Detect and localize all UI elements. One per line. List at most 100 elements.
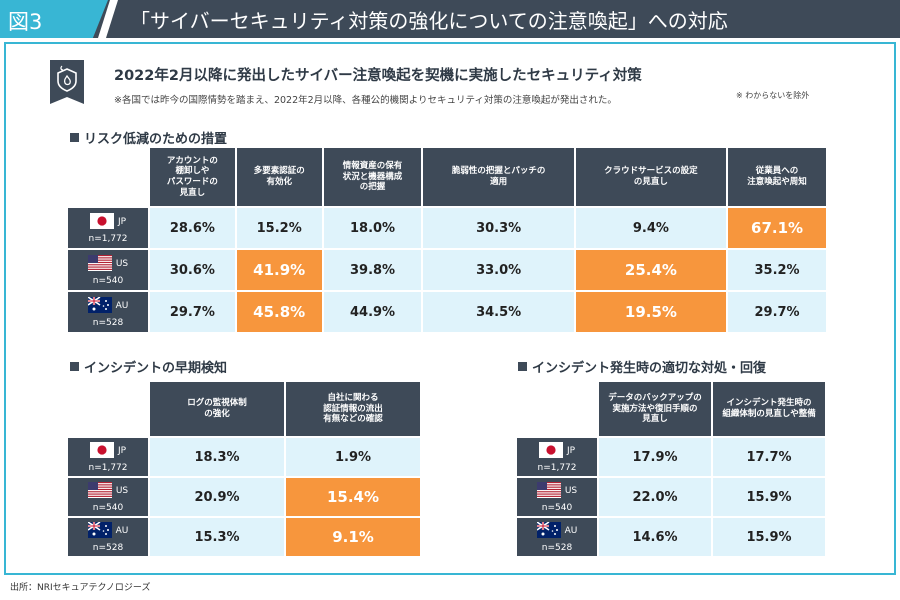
highlighted-value-cell: 15.4% [286, 478, 420, 516]
table-row: AU n=528 29.7% 45.8% 44.9% 34.5% 19.5% 29.7% [68, 292, 826, 332]
country-header: JP n=1,772 [68, 208, 148, 248]
country-code: US [564, 486, 578, 496]
value-cell: 17.7% [713, 438, 825, 476]
value-cell: 20.9% [150, 478, 284, 516]
context-note: ※各国では昨今の国際情勢を踏まえ、2022年2月以降、各種公的機関よりセキュリテ… [114, 95, 617, 106]
value-cell: 33.0% [423, 250, 574, 290]
incident-response-table: データのバックアップの 実施方法や復旧手順の 見直し インシデント発生時の 組織体制の見… [515, 380, 827, 558]
australia-flag-icon [87, 295, 112, 316]
table-row: US n=540 22.0% 15.9% [517, 478, 825, 516]
value-cell: 30.6% [150, 250, 235, 290]
country-code: AU [115, 526, 129, 536]
figure-label: 図3 [8, 10, 43, 34]
highlighted-value-cell: 45.8% [236, 292, 322, 332]
value-cell: 18.3% [150, 438, 284, 476]
country-header: US n=540 [68, 478, 148, 516]
highlighted-value-cell: 25.4% [575, 250, 727, 290]
shield-icon [50, 60, 84, 104]
section-title-risk-text: リスク低減のための措置 [84, 132, 228, 147]
country-header: AU n=528 [68, 292, 148, 332]
table-row: US n=540 30.6% 41.9% 39.8% 33.0% 25.4% 35.2% [68, 250, 826, 290]
column-header: アカウントの 棚卸しや パスワードの 見直し [150, 148, 235, 206]
japan-flag-icon [538, 441, 563, 461]
column-header: 脆弱性の把握とパッチの 適用 [423, 148, 574, 206]
sample-size: n=528 [92, 317, 124, 328]
table-row: AU n=528 14.6% 15.9% [517, 518, 825, 556]
us-flag-icon [87, 254, 112, 274]
table-corner [68, 382, 148, 436]
value-cell: 9.4% [575, 208, 727, 248]
value-cell: 44.9% [323, 292, 422, 332]
value-cell: 22.0% [599, 478, 712, 516]
table-row: JP n=1,772 28.6% 15.2% 18.0% 30.3% 9.4% 67.1% [68, 208, 826, 248]
value-cell: 15.2% [236, 208, 322, 248]
value-cell: 15.9% [713, 518, 825, 556]
column-header: 多要素認証の 有効化 [236, 148, 322, 206]
column-header: 自社に関わる 認証情報の流出 有無などの確認 [286, 382, 420, 436]
section-title-response-text: インシデント発生時の適切な対処・回復 [532, 361, 767, 376]
source-footer: 出所：NRIセキュアテクノロジーズ [10, 583, 151, 593]
column-header: データのバックアップの 実施方法や復旧手順の 見直し [599, 382, 712, 436]
page-header: 図3 「サイバーセキュリティ対策の強化についての注意喚起」への対応 [0, 0, 900, 38]
australia-flag-icon [87, 520, 112, 541]
main-title: 2022年2月以降に発出したサイバー注意喚起を契機に実施したセキュリティ対策 [114, 68, 642, 84]
country-header: US n=540 [517, 478, 597, 516]
value-cell: 39.8% [323, 250, 422, 290]
section-title-early: インシデントの早期検知 [70, 357, 227, 376]
country-code: JP [117, 446, 127, 456]
value-cell: 18.0% [323, 208, 422, 248]
country-header: AU n=528 [517, 518, 597, 556]
column-header: 従業員への 注意喚起や周知 [728, 148, 826, 206]
japan-flag-icon [89, 212, 114, 232]
country-header: AU n=528 [68, 518, 148, 556]
figure-tab: 図3 [0, 0, 108, 38]
australia-flag-icon [536, 520, 561, 541]
sample-size: n=540 [92, 275, 124, 286]
country-code: AU [564, 526, 578, 536]
value-cell: 28.6% [150, 208, 235, 248]
bullet-square-icon [70, 362, 79, 371]
sample-size: n=540 [541, 502, 573, 513]
column-header: クラウドサービスの設定 の見直し [575, 148, 727, 206]
country-header: JP n=1,772 [68, 438, 148, 476]
highlighted-value-cell: 67.1% [728, 208, 826, 248]
sample-size: n=1,772 [88, 233, 128, 244]
country-code: US [115, 486, 129, 496]
country-code: AU [115, 301, 129, 311]
value-cell: 29.7% [150, 292, 235, 332]
risk-table: アカウントの 棚卸しや パスワードの 見直し 多要素認証の 有効化 情報資産の保有 状況と機器… [66, 146, 828, 334]
japan-flag-icon [89, 441, 114, 461]
section-title-risk: リスク低減のための措置 [70, 128, 227, 147]
sample-size: n=1,772 [88, 462, 128, 473]
highlighted-value-cell: 19.5% [575, 292, 727, 332]
table-row: JP n=1,772 18.3% 1.9% [68, 438, 420, 476]
value-cell: 14.6% [599, 518, 712, 556]
value-cell: 34.5% [423, 292, 574, 332]
table-corner [68, 148, 148, 206]
country-code: JP [117, 217, 127, 227]
country-code: JP [566, 446, 576, 456]
sample-size: n=540 [92, 502, 124, 513]
us-flag-icon [536, 481, 561, 501]
value-cell: 29.7% [728, 292, 826, 332]
early-detection-table: ログの監視体制 の強化 自社に関わる 認証情報の流出 有無などの確認 JP n=1,772 1… [66, 380, 422, 558]
value-cell: 1.9% [286, 438, 420, 476]
header-title: 「サイバーセキュリティ対策の強化についての注意喚起」への対応 [130, 9, 728, 33]
country-header: JP n=1,772 [517, 438, 597, 476]
table-row: US n=540 20.9% 15.4% [68, 478, 420, 516]
value-cell: 17.9% [599, 438, 712, 476]
value-cell: 30.3% [423, 208, 574, 248]
bullet-square-icon [518, 362, 527, 371]
sample-size: n=528 [541, 542, 573, 553]
table-corner [517, 382, 597, 436]
sample-size: n=1,772 [537, 462, 577, 473]
table-row: AU n=528 15.3% 9.1% [68, 518, 420, 556]
country-code: US [115, 259, 129, 269]
highlighted-value-cell: 9.1% [286, 518, 420, 556]
exclusion-note: ※ わからないを除外 [736, 91, 810, 100]
column-header: ログの監視体制 の強化 [150, 382, 284, 436]
value-cell: 15.3% [150, 518, 284, 556]
bullet-square-icon [70, 133, 79, 142]
table-row: JP n=1,772 17.9% 17.7% [517, 438, 825, 476]
section-title-response: インシデント発生時の適切な対処・回復 [518, 357, 766, 376]
